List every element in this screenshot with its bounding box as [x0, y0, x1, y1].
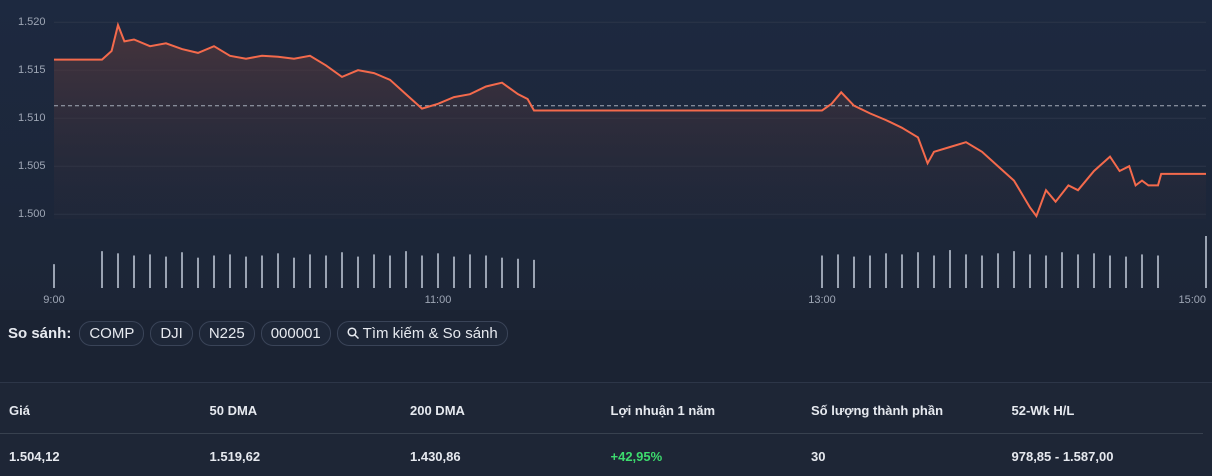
volume-bar: [1141, 254, 1143, 288]
stats-values: 1.504,12 1.519,62 1.430,86 +42,95% 30 978,85 …: [0, 449, 1203, 464]
compare-label: So sánh:: [8, 324, 72, 342]
stat-value: 978,85 - 1.587,00: [1011, 449, 1114, 464]
x-tick-label: 11:00: [425, 294, 452, 306]
volume-bar: [1061, 252, 1063, 288]
volume-bar: [821, 255, 823, 288]
volume-bar: [485, 255, 487, 288]
volume-bar: [949, 250, 951, 288]
volume-bar: [1205, 236, 1207, 288]
stats-table: Giá 50 DMA 200 DMA Lợi nhuận 1 năm Số lượng …: [0, 382, 1212, 476]
chart: 1.500 1.505 1.510 1.515 1.520 9:00 11:00 13:00 1…: [0, 0, 1212, 310]
y-tick-label: 1.500: [18, 208, 46, 220]
x-tick-label: 15:00: [1178, 294, 1206, 306]
stat-header: 50 DMA: [209, 403, 258, 418]
stat-header: 52-Wk H/L: [1011, 403, 1075, 418]
volume-bar: [405, 251, 407, 288]
y-tick-label: 1.505: [18, 160, 46, 172]
volume-bar: [1109, 255, 1111, 288]
volume-bar: [213, 255, 215, 288]
compare-button[interactable]: COMP: [79, 320, 145, 346]
volume-bar: [981, 255, 983, 288]
area: [54, 25, 1206, 219]
volume-bar: [277, 253, 279, 288]
search-button[interactable]: Tìm kiếm & So sánh: [336, 320, 508, 346]
volume-bar: [1125, 256, 1127, 288]
volume-bar: [1077, 254, 1079, 288]
stat-header: 200 DMA: [410, 403, 465, 418]
stat-value: 1.519,62: [209, 449, 261, 464]
volume-bar: [1029, 254, 1031, 288]
volume-bar: [101, 251, 103, 288]
volume-bar: [149, 254, 151, 288]
volume-bar: [245, 256, 247, 288]
volume-bar: [837, 254, 839, 288]
volume-bar: [1013, 251, 1015, 288]
volume-bar: [325, 255, 327, 288]
volume-bar: [309, 254, 311, 288]
divider: [0, 433, 1203, 434]
compare-button[interactable]: N225: [198, 320, 255, 346]
volume-bar: [421, 255, 423, 288]
volume-bar: [133, 255, 135, 288]
stat-value: 1.504,12: [9, 449, 60, 464]
volume-bar: [917, 252, 919, 288]
stat-header: Số lượng thành phần: [811, 403, 944, 418]
stat-value: 30: [811, 449, 826, 464]
volume-bar: [181, 252, 183, 288]
volume-bar: [853, 256, 855, 288]
x-tick-label: 9:00: [43, 294, 64, 306]
compare-button[interactable]: DJI: [150, 320, 193, 346]
y-tick-label: 1.520: [18, 16, 46, 28]
volume-bar: [165, 256, 167, 288]
volume-bar: [1157, 255, 1159, 288]
stats-header: Giá 50 DMA 200 DMA Lợi nhuận 1 năm Số lượng …: [0, 403, 1203, 418]
volume-bar: [261, 255, 263, 288]
search-label: Tìm kiếm & So sánh: [362, 324, 498, 342]
stat-value: 1.430,86: [410, 449, 461, 464]
volume-bar: [437, 253, 439, 288]
volume-bar: [997, 253, 999, 288]
volume-bar: [501, 257, 503, 288]
volume-bar: [469, 254, 471, 288]
volume-bar: [389, 255, 391, 288]
volume-bar: [357, 256, 359, 288]
volume-bar: [965, 254, 967, 288]
price-line: [54, 21, 1206, 219]
volume-bar: [901, 254, 903, 288]
volume-bar: [869, 255, 871, 288]
volume-bar: [229, 254, 231, 288]
volume-bar: [341, 252, 343, 288]
stat-header: Giá: [9, 403, 30, 418]
volume-bar: [53, 264, 55, 288]
volume-bar: [517, 258, 519, 288]
stat-header: Lợi nhuận 1 năm: [610, 403, 716, 418]
volume-bar: [197, 257, 199, 288]
y-tick-label: 1.510: [18, 112, 46, 124]
volume-bar: [453, 256, 455, 288]
volume-bar: [1045, 255, 1047, 288]
volume-bar: [117, 253, 119, 288]
compare-button[interactable]: 000001: [260, 320, 331, 346]
x-tick-label: 13:00: [808, 294, 836, 306]
volume-bar: [533, 259, 535, 288]
stat-value: +42,95%: [610, 449, 663, 464]
volume-bar: [373, 254, 375, 288]
volume-bar: [293, 257, 295, 288]
volume-bar: [885, 253, 887, 288]
volume-bar: [933, 255, 935, 288]
volume-bar: [1093, 253, 1095, 288]
compare-bar: So sánh: COMP DJI N225 000001 Tìm kiếm &…: [0, 318, 1212, 348]
y-tick-label: 1.515: [18, 64, 46, 76]
search-icon: [347, 326, 359, 339]
